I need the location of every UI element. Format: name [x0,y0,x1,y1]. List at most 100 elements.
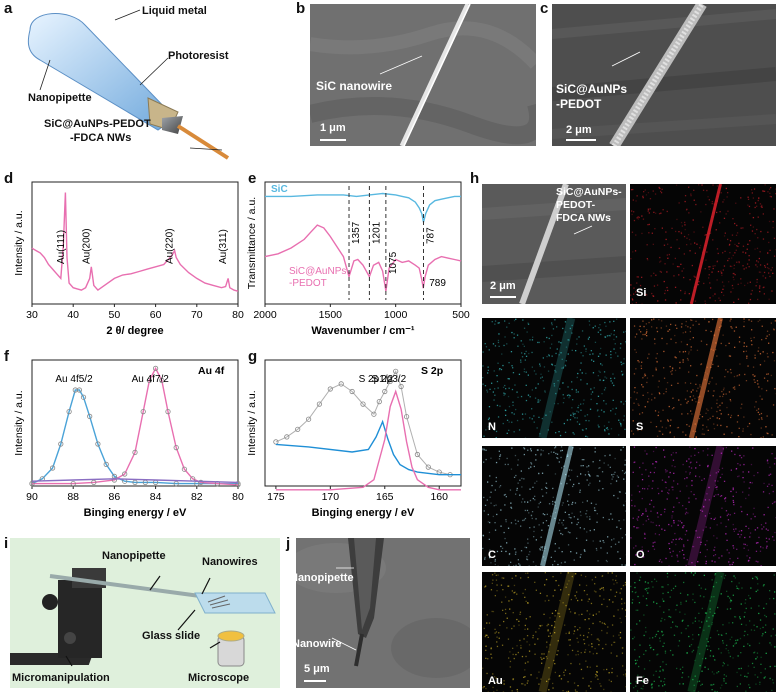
map-dot-n [605,427,608,429]
map-dot-o [733,547,735,549]
data-point-f-1-0 [29,481,35,487]
x-tick-label-e-0: 2000 [253,309,277,321]
map-dot-au [554,589,556,591]
series-line-e-0 [265,192,461,223]
map-dot-si [688,293,690,295]
map-dot-fe [633,687,635,689]
map-dot-s [767,380,769,382]
map-dot-si [667,289,669,292]
map-dot-au [516,690,519,692]
map-dot-si [763,190,766,192]
map-dot-o [709,527,711,529]
map-dot-au [579,627,581,629]
map-dot-si [732,287,734,289]
map-dot-n [600,333,602,336]
map-dot-si [653,211,655,213]
map-dot-s [743,345,745,347]
map-dot-c [501,547,504,549]
map-dot-fe [635,609,637,611]
map-dot-fe [748,684,750,686]
map-dot-o [738,530,740,532]
map-dot-au [488,622,491,624]
map-dot-o [675,538,677,540]
map-dot-fe [668,615,670,618]
map-dot-n [543,366,546,368]
map-dot-o [665,487,667,489]
map-dot-fe [774,646,776,648]
map-dot-fe [759,681,761,683]
map-dot-o [663,511,666,513]
map-dot-n [553,402,556,405]
map-dot-o [704,555,707,558]
map-dot-o [669,471,671,474]
map-dot-si [666,210,668,213]
map-dot-fe [672,621,674,623]
map-dot-n [614,343,616,345]
map-dot-c [513,476,516,478]
map-dot-o [691,480,693,482]
map-dot-si [659,187,661,190]
map-dot-s [641,338,643,340]
map-dot-fe [739,637,742,640]
map-dot-c [589,518,591,520]
map-dot-au [592,622,594,625]
map-dot-au [547,629,549,631]
map-dot-s [646,329,648,331]
map-dot-c [614,471,616,473]
map-dot-o [679,490,681,492]
map-dot-s [682,431,684,433]
map-dot-s [698,323,700,325]
map-dot-fe [710,650,712,652]
map-dot-au [486,614,488,616]
map-dot-c [498,458,501,460]
map-dot-o [666,470,668,472]
map-dot-n [548,337,550,340]
map-dot-n [489,422,491,424]
map-dot-si [688,238,691,241]
map-dot-n [585,428,587,430]
map-dot-o [672,550,674,552]
map-dot-n [535,373,537,375]
map-dot-s [767,373,769,375]
map-dot-n [597,409,599,411]
map-dot-o [754,515,756,518]
map-dot-s [773,328,775,330]
map-dot-fe [658,685,660,687]
map-dot-si [676,239,678,241]
map-dot-s [690,349,692,351]
map-dot-si [633,219,636,222]
map-dot-n [565,346,568,348]
map-dot-o [765,537,768,539]
map-dot-n [508,378,510,380]
map-dot-n [623,415,625,417]
map-dot-o [719,476,722,479]
map-dot-si [709,266,711,268]
map-dot-si [705,203,707,206]
map-dot-s [718,418,721,420]
map-dot-n [523,371,525,373]
map-dot-n [603,389,606,391]
map-dot-c [571,522,573,524]
map-dot-si [674,257,676,260]
map-dot-au [614,595,616,597]
map-dot-o [722,448,724,450]
map-dot-si [722,269,724,271]
map-dot-n [559,434,562,437]
map-dot-c [548,503,551,505]
map-dot-s [635,368,637,370]
map-dot-o [737,475,739,478]
map-dot-si [698,281,700,283]
map-dot-s [752,366,755,368]
map-dot-si [672,263,674,265]
x-axis-title-e: Wavenumber / cm⁻¹ [311,325,415,337]
map-dot-s [730,414,733,417]
map-bg-s [630,318,776,438]
map-dot-o [715,472,717,474]
map-dot-au [612,579,614,581]
map-dot-si [665,238,667,241]
map-dot-n [576,343,578,345]
map-dot-n [597,375,599,377]
map-dot-s [738,336,741,338]
map-dot-fe [757,676,759,678]
map-dot-n [499,405,501,407]
